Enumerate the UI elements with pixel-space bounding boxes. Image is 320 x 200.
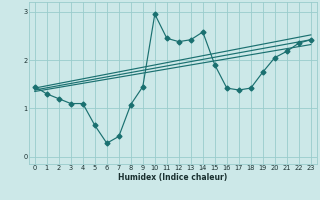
X-axis label: Humidex (Indice chaleur): Humidex (Indice chaleur) [118,173,228,182]
